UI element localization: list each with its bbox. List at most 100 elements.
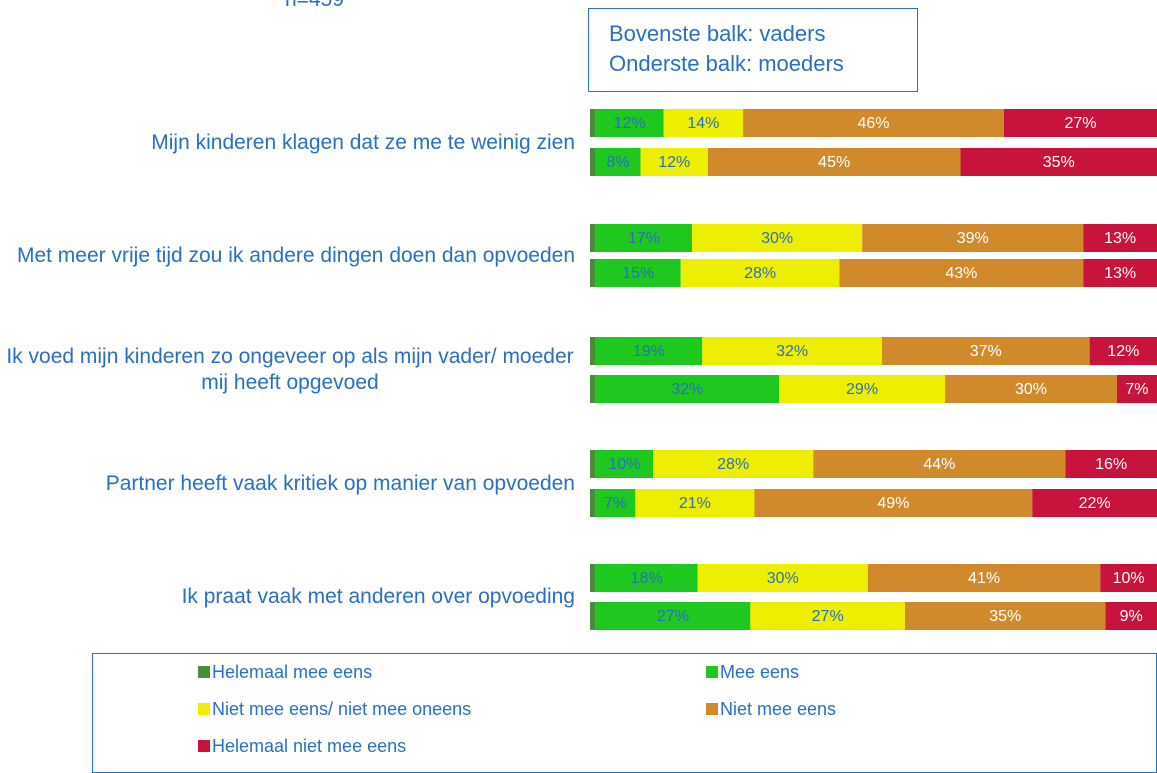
data-label: 15%: [622, 265, 654, 282]
data-label: 32%: [671, 381, 703, 398]
bar-segment: [881, 337, 1090, 365]
data-label: 9%: [1120, 608, 1143, 625]
bar-segment: [663, 109, 744, 137]
data-label: 30%: [1015, 381, 1047, 398]
data-label: 32%: [776, 343, 808, 360]
bar-segment: [590, 450, 596, 478]
data-label: 43%: [945, 265, 977, 282]
category-label-box: Met meer vrije tijd zou ik andere dingen…: [5, 224, 575, 287]
bar-segment: [1003, 109, 1157, 137]
category-label-box: Partner heeft vaak kritiek op manier van…: [5, 450, 575, 517]
legend-label: Helemaal mee eens: [212, 662, 373, 682]
data-label: 13%: [1104, 230, 1136, 247]
bar-segment: [595, 489, 636, 517]
data-label: 7%: [1125, 381, 1148, 398]
bar-segment: [590, 489, 596, 517]
bar-segment: [595, 337, 703, 365]
data-label: 27%: [1064, 115, 1096, 132]
data-label: 18%: [631, 570, 663, 587]
bar-segment: [839, 259, 1084, 287]
bar-segment: [754, 489, 1033, 517]
legend-swatch: [198, 703, 210, 715]
data-label: 8%: [607, 154, 630, 171]
bar-segment: [653, 450, 814, 478]
bar-segment: [590, 224, 596, 252]
bar-segment: [945, 375, 1117, 403]
bar-segment: [595, 259, 681, 287]
legend-label: Niet mee eens/ niet mee oneens: [212, 699, 472, 719]
annotation: Bovenste balk: vaders: [609, 21, 826, 46]
bar-segment: [1032, 489, 1157, 517]
bar-segment: [635, 489, 755, 517]
data-label: 21%: [679, 495, 711, 512]
bar-segment: [640, 148, 708, 176]
data-label: 19%: [633, 343, 665, 360]
data-label: 12%: [658, 154, 690, 171]
data-label: 12%: [1107, 343, 1139, 360]
bar-segment: [743, 109, 1004, 137]
bar-segment: [680, 259, 840, 287]
category-label: Mijn kinderen klagen dat ze me te weinig…: [151, 130, 575, 154]
bar-segment: [813, 450, 1066, 478]
bar-segment: [750, 602, 905, 630]
data-label: 13%: [1104, 265, 1136, 282]
bar-segment: [697, 564, 868, 592]
legend-label: Mee eens: [720, 662, 800, 682]
data-label: 35%: [1043, 154, 1075, 171]
data-label: 16%: [1095, 456, 1127, 473]
category-label-box: Ik praat vaak met anderen over opvoeding: [5, 564, 575, 630]
subtitle: n=459: [285, 0, 344, 12]
data-label: 14%: [687, 115, 719, 132]
data-label: 28%: [744, 265, 776, 282]
legend-label: Niet mee eens: [720, 699, 837, 719]
bar-segment: [595, 375, 779, 403]
data-label: 45%: [818, 154, 850, 171]
bar-segment: [590, 375, 596, 403]
bar-segment: [590, 259, 596, 287]
data-label: 17%: [628, 230, 660, 247]
bar-segment: [1116, 375, 1157, 403]
category-label-box: Mijn kinderen klagen dat ze me te weinig…: [5, 109, 575, 176]
data-label: 49%: [877, 495, 909, 512]
data-label: 35%: [989, 608, 1021, 625]
data-label: 30%: [761, 230, 793, 247]
data-label: 46%: [857, 115, 889, 132]
bar-segment: [595, 148, 641, 176]
legend-swatch: [198, 666, 210, 678]
bar-segment: [590, 602, 596, 630]
data-label: 7%: [604, 495, 627, 512]
annotation: Onderste balk: moeders: [609, 51, 844, 76]
bar-segment: [905, 602, 1106, 630]
data-label: 12%: [614, 115, 646, 132]
bar-segment: [1089, 337, 1157, 365]
annotation-box: Bovenste balk: vaders Onderste balk: moe…: [588, 8, 918, 92]
bar-segment: [595, 602, 751, 630]
legend-swatch: [198, 740, 210, 752]
bar-segment: [595, 109, 664, 137]
bar-segment: [595, 224, 693, 252]
category-label-box: Ik voed mijn kinderen zo ongeveer op als…: [5, 337, 575, 403]
data-label: 27%: [812, 608, 844, 625]
bar-segment: [707, 148, 961, 176]
bar-segment: [867, 564, 1101, 592]
category-label: Met meer vrije tijd zou ik andere dingen…: [16, 243, 575, 267]
data-label: 29%: [846, 381, 878, 398]
bar-segment: [595, 564, 698, 592]
data-label: 22%: [1079, 495, 1111, 512]
data-label: 27%: [657, 608, 689, 625]
bar-segment: [590, 148, 596, 176]
bar-segment: [1105, 602, 1157, 630]
data-label: 39%: [957, 230, 989, 247]
bar-segment: [590, 564, 596, 592]
bar-segment: [1065, 450, 1157, 478]
bar-segment: [590, 109, 596, 137]
bar-segment: [960, 148, 1157, 176]
data-label: 28%: [717, 456, 749, 473]
bar-segment: [1083, 224, 1157, 252]
bar-segment: [595, 450, 653, 478]
data-label: 37%: [970, 343, 1002, 360]
legend-swatch: [706, 703, 718, 715]
bar-segment: [692, 224, 863, 252]
legend-label: Helemaal niet mee eens: [212, 736, 407, 756]
